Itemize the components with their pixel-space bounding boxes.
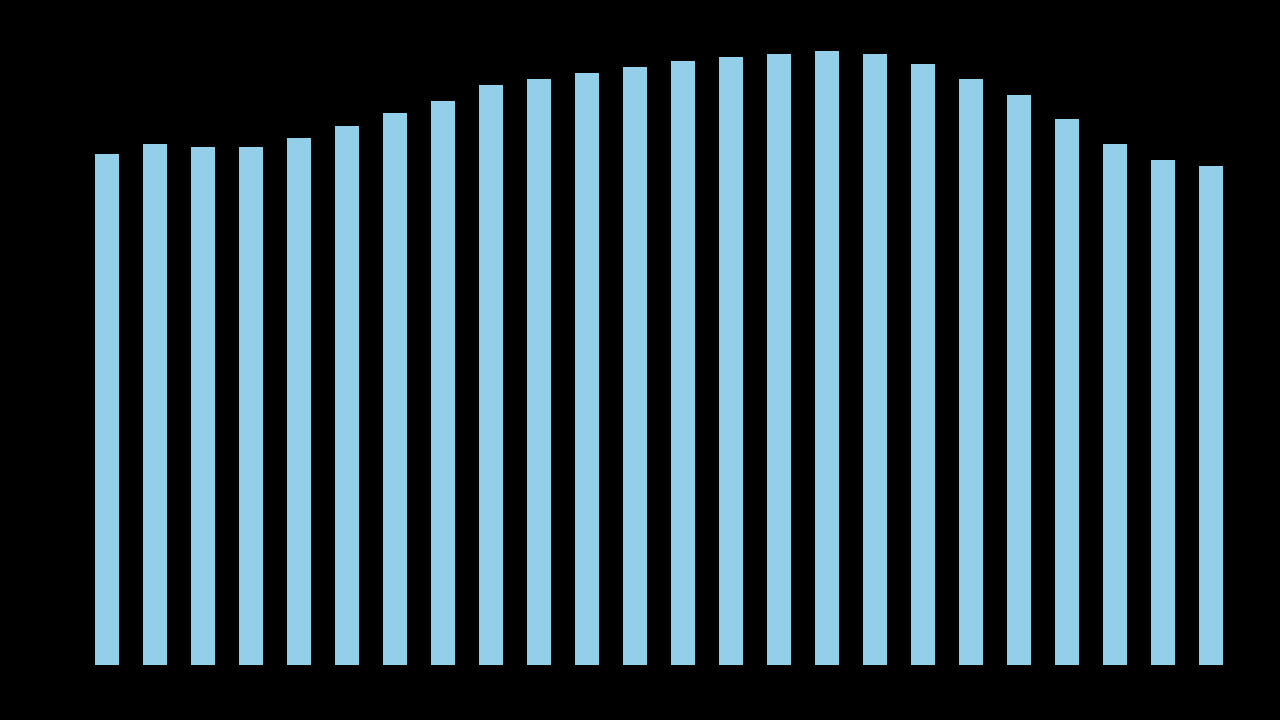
- bar: [911, 64, 935, 665]
- bar: [767, 54, 791, 665]
- bar-chart: [0, 0, 1280, 720]
- bar: [959, 79, 983, 665]
- bar: [623, 67, 647, 665]
- bar: [1151, 160, 1175, 665]
- bar: [383, 113, 407, 665]
- bar: [863, 54, 887, 665]
- bar: [191, 147, 215, 665]
- bar: [1103, 144, 1127, 665]
- bar: [1055, 119, 1079, 665]
- bar: [479, 85, 503, 665]
- bar: [287, 138, 311, 665]
- bar: [719, 57, 743, 665]
- bar: [1199, 166, 1223, 665]
- bar: [431, 101, 455, 665]
- bar: [239, 147, 263, 665]
- bar: [143, 144, 167, 665]
- bar: [1007, 95, 1031, 665]
- bar: [95, 154, 119, 666]
- bar: [575, 73, 599, 665]
- bar: [335, 126, 359, 665]
- bar: [815, 51, 839, 665]
- bar: [527, 79, 551, 665]
- bar: [671, 61, 695, 666]
